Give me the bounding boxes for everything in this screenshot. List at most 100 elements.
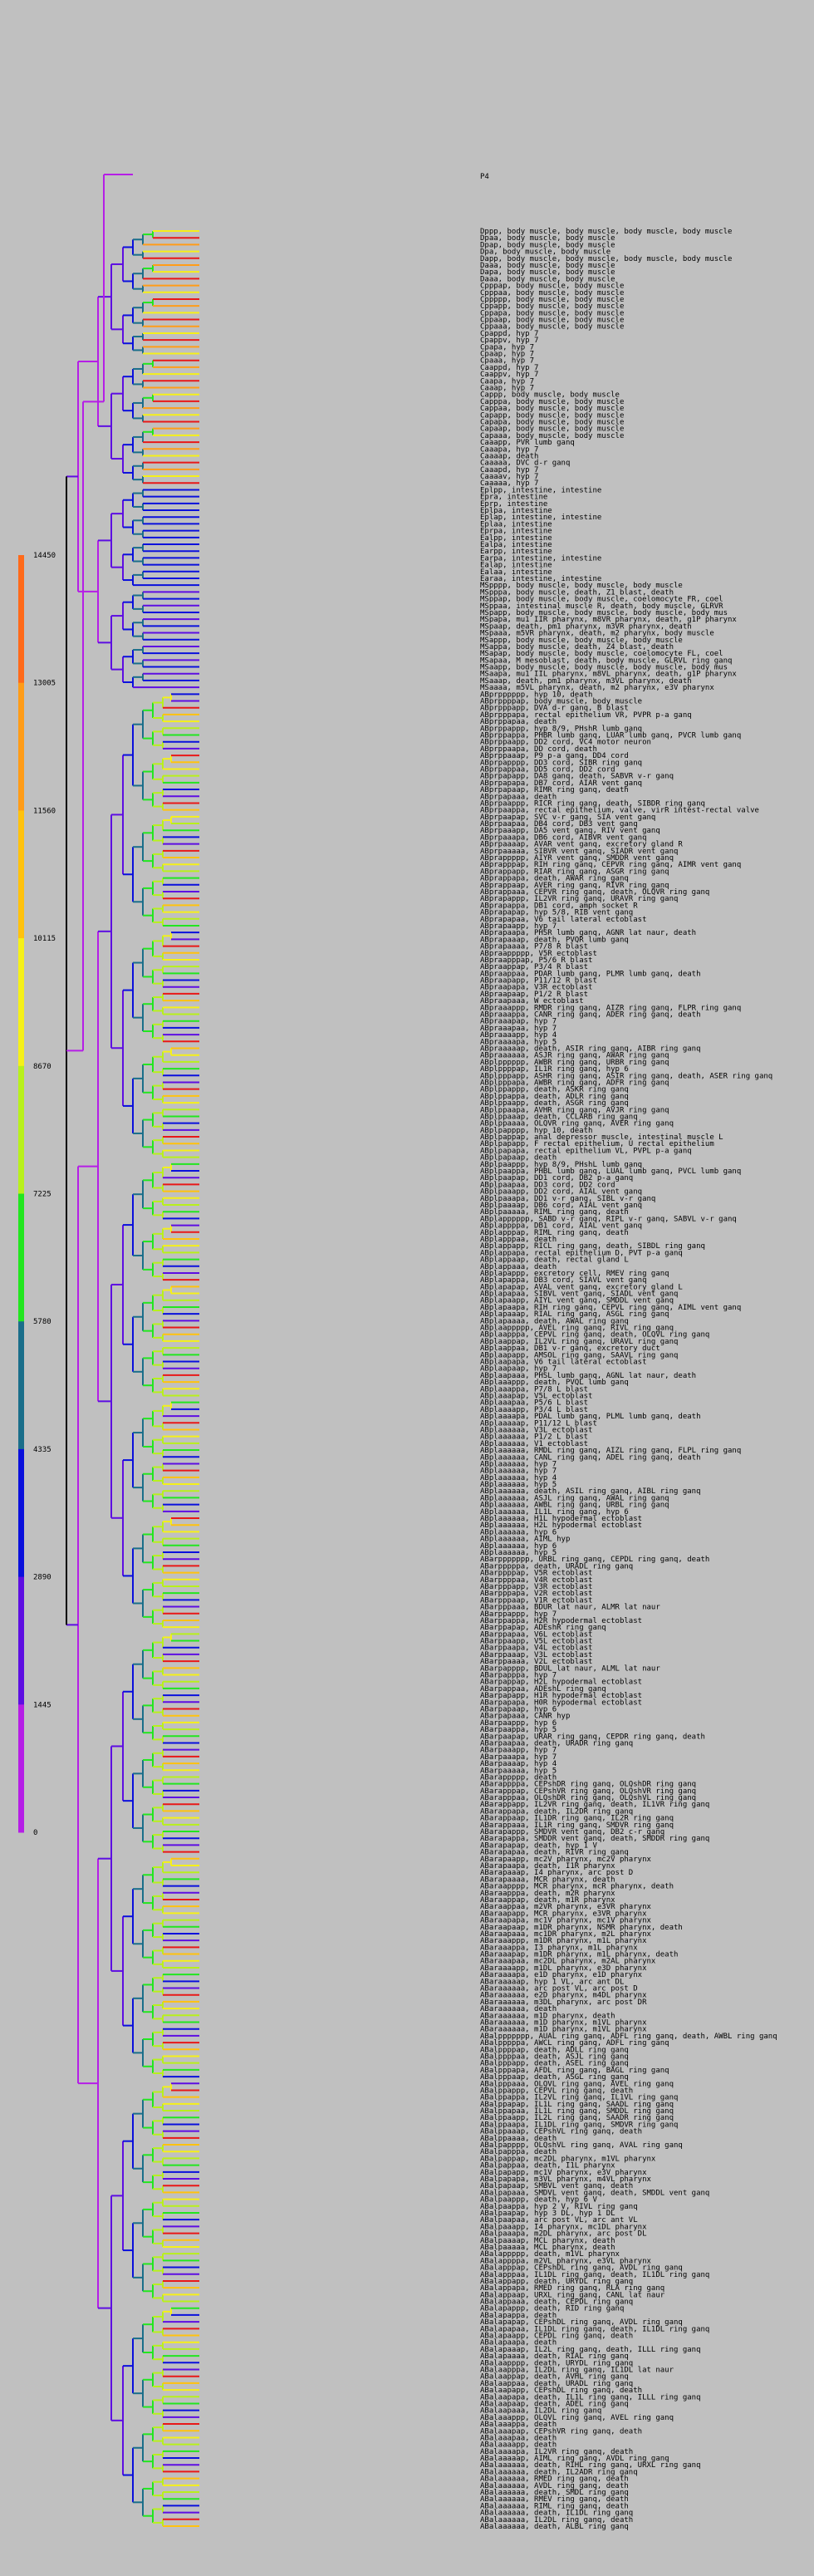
leaf-label: ABarppaapa, V4L ectoblast xyxy=(480,1644,592,1653)
leaf-label: ABplaaaaaa, H2L hypodermal ectoblast xyxy=(480,1522,642,1530)
leaf-label: ABplaaaaaa, hyp 5 xyxy=(480,1549,557,1557)
leaf-label: ABarppaapp, V5L ectoblast xyxy=(480,1638,592,1646)
leaf-label: ABprapappa, DB1 cord, amph socket R xyxy=(480,902,638,910)
leaf-label: Cappaa, body muscle, body muscle xyxy=(480,405,624,413)
leaf-label: ABplaaaaaa, H1L hypodermal ectoblast xyxy=(480,1515,642,1523)
leaf-label: ABprapppap, RIH ring ganq, CEPVR ring ga… xyxy=(480,861,741,869)
leaf-label: MSaapp, body muscle, body muscle, body m… xyxy=(480,664,728,672)
leaf-label: ABaraapppp, MCR pharynx, mcR pharynx, de… xyxy=(480,1883,674,1891)
leaf-label: Ealpa, intestine xyxy=(480,541,552,549)
leaf-label: Caaap, hyp 7 xyxy=(480,385,534,393)
leaf-label: ABprpapaap, RIMR ring ganq, death xyxy=(480,786,629,794)
leaf-label: ABplaaaapp, P3/4 L blast xyxy=(480,1406,588,1414)
leaf-label: ABalpaappp, death, hyp 6 V xyxy=(480,2196,597,2205)
leaf-label: ABplpaaapa, DD1 v-r ganq, SIBL v-r ganq xyxy=(480,1195,655,1203)
leaf-label: Cpappv, hyp 7 xyxy=(480,337,538,345)
leaf-label: ABalaaaaaa, RIML ring ganq, death xyxy=(480,2502,629,2510)
leaf-labels: Dppp, body muscle, body muscle, body mus… xyxy=(480,228,777,2531)
leaf-label: ABprpapppp, DD3 cord, SIBR ring ganq xyxy=(480,759,642,767)
leaf-label: ABpraappap, P3/4 R blast xyxy=(480,963,588,971)
leaf-label: Cppaaa, body muscle, body muscle xyxy=(480,323,624,332)
leaf-label: ABalaaapap, CEPshVR ring ganq, death xyxy=(480,2427,642,2436)
leaf-label: ABalappaap, URXL ring ganq, CANL lat nau… xyxy=(480,2291,665,2299)
leaf-label: ABplapaapa, RIH ring ganq, CEPVL ring ga… xyxy=(480,1304,741,1312)
leaf-label: Cpaaa, hyp 7 xyxy=(480,357,534,366)
leaf-label: ABalaappaa, death, URADL ring ganq xyxy=(480,2380,633,2388)
leaf-label: ABalapappp, death, RID ring ganq xyxy=(480,2305,624,2313)
leaf-label: ABprpaaapp, DA5 vent ganq, RIV vent ganq xyxy=(480,827,660,835)
leaf-label: ABalappppa, m2VL pharynx, e3VL pharynx xyxy=(480,2257,651,2265)
leaf-label: ABarapaapp, mc2V pharynx, mc2V pharynx xyxy=(480,1856,651,1864)
leaf-label: Caappd, hyp 7 xyxy=(480,364,538,372)
leaf-label: ABalappapa, RMED ring ganq, RLA ring gan… xyxy=(480,2284,664,2293)
leaf-label: ABalpppaap, death, ASGL ring ganq xyxy=(480,2073,629,2082)
leaf-label: Caappv, hyp 7 xyxy=(480,371,538,379)
leaf-label: ABplapappa, DB3 cord, SIAVL vent ganq xyxy=(480,1276,646,1285)
leaf-label: ABarpppppa, death, URADL ring ganq xyxy=(480,1562,633,1571)
leaf-label: Caaaaa, DVC d-r ganq xyxy=(480,460,570,468)
leaf-label: Ealaa, intestine xyxy=(480,568,552,577)
leaf-label: ABprapapaa, V6 tail lateral ectoblast xyxy=(480,916,646,924)
leaf-label: ABalapppap, CEPshDL ring ganq, AVDL ring… xyxy=(480,2264,683,2273)
leaf-label: ABplppaaap, death, CCLARB ring ganq xyxy=(480,1113,638,1121)
leaf-label: Cppppp, body muscle, body muscle xyxy=(480,296,624,304)
leaf-label: ABalppappa, IL2VL ring ganq, IL1VL ring … xyxy=(480,2094,678,2102)
leaf-label: Capapp, body muscle, body muscle xyxy=(480,411,624,420)
leaf-label: Eprp, intestine xyxy=(480,500,547,509)
leaf-label: ABaraapapa, mc1V pharynx, mc1V pharynx xyxy=(480,1917,651,1925)
leaf-label: ABarpapaaa, CANR hyp xyxy=(480,1713,570,1721)
leaf-label: MSpppa, body muscle, death, Z1 blast, de… xyxy=(480,588,674,597)
leaf-label: ABalppaaaa, death xyxy=(480,2135,557,2143)
leaf-label: Cppapa, body muscle, body muscle xyxy=(480,309,624,317)
leaf-label: ABprapaapa, PHSR lumb ganq, AGNR lat nau… xyxy=(480,929,696,937)
leaf-label: Cppapp, body muscle, body muscle xyxy=(480,302,624,311)
leaf-label: ABalpppaaa, OLQVL ring ganq, AVEL ring g… xyxy=(480,2080,674,2088)
leaf-label: ABplaaappa, P7/8 L blast xyxy=(480,1385,588,1394)
leaf-label: Cppaap, body muscle, body muscle xyxy=(480,317,624,325)
leaf-label: ABarappapa, death, IL2DR ring ganq xyxy=(480,1807,633,1816)
leaf-label: MSppaa, intestinal muscle R, death, body… xyxy=(480,602,723,611)
leaf-label: ABplpapapa, rectal epithelium VL, PVPL p… xyxy=(480,1147,692,1155)
leaf-label: Cpppap, body muscle, body muscle xyxy=(480,283,624,291)
leaf-label: ABalpaaaap, MCL pharynx, death xyxy=(480,2237,615,2245)
leaf-label: Earaa, intestine, intestine xyxy=(480,575,601,583)
leaf-label: ABplappaaa, death xyxy=(480,1263,557,1271)
leaf-label: ABaraaaapa, e1D pharynx, e1D pharynx xyxy=(480,1971,643,1979)
leaf-label: ABplappapa, rectal epithelium D, PVT p-a… xyxy=(480,1249,683,1257)
leaf-label: ABplpappap, anal depressor muscle, intes… xyxy=(480,1133,723,1142)
leaf-label: ABarppaaap, V3L ectoblast xyxy=(480,1651,592,1659)
leaf-label: ABalppapap, IL1L ring ganq, SAADL ring g… xyxy=(480,2101,674,2109)
leaf-label: ABarpappap, H2L hypodermal ectoblast xyxy=(480,1679,642,1687)
leaf-label: ABprppaapp, DD2 cord, VC4 motor neuron xyxy=(480,739,651,747)
leaf-label: ABarpaapaa, death, URADR ring ganq xyxy=(480,1739,633,1748)
leaf-label: ABprpaaapa, DB6 cord, AIBVR vent ganq xyxy=(480,833,646,842)
leaf-label: ABplaaaaaa, V1 ectoblast xyxy=(480,1440,588,1448)
leaf-label: ABarapaaap, I4 pharynx, arc post D xyxy=(480,1869,633,1877)
leaf-label: ABprpaappa, rectal epithelium, valve, vi… xyxy=(480,807,759,815)
legend-band xyxy=(18,1193,24,1322)
leaf-label: ABalaapapp, CEPshDL ring ganq, death xyxy=(480,2387,642,2395)
leaf-label: ABarpaappp, hyp 6 xyxy=(480,1719,557,1728)
leaf-label: ABplaappap, IL2VL ring ganq, URAVL ring … xyxy=(480,1338,678,1346)
leaf-label: ABprppaaap, P9 p-a ganq, DD4 cord xyxy=(480,752,629,760)
leaf-label: ABarpaaapa, hyp 7 xyxy=(480,1753,557,1762)
leaf-label: ABplapaaap, RIAL ring ganq, ASGL ring ga… xyxy=(480,1310,669,1319)
legend-tick-label: 7225 xyxy=(33,1191,51,1199)
leaf-label: ABalpaaaaa, MCL pharynx, death xyxy=(480,2244,615,2252)
leaf-label: ABplaaaaaa, hyp 4 xyxy=(480,1474,557,1482)
leaf-label: ABalpapapa, m3VL pharynx, m4VL pharynx xyxy=(480,2175,651,2184)
leaf-label: ABplappppa, DB1 cord, AIAL vent ganq xyxy=(480,1222,642,1231)
leaf-label: ABplaaaaaa, ASJL ring ganq, AWAL ring ga… xyxy=(480,1494,669,1502)
leaf-label: ABpraapaaa, W ectoblast xyxy=(480,997,584,1005)
leaf-label: ABplpppapp, ASHR ring ganq, ASIR ring ga… xyxy=(480,1072,772,1080)
leaf-label: ABprpapaaa, death xyxy=(480,793,557,801)
leaf-label: ABplaaaaaa, hyp 6 xyxy=(480,1528,557,1536)
leaf-label: ABplppappp, death, ASKR ring ganq xyxy=(480,1086,629,1094)
leaf-label: ABalaaaaaa, death, RIHL ring ganq, URXL … xyxy=(480,2461,701,2470)
leaf-label: ABplpapapp, F rectal epithelium, U recta… xyxy=(480,1140,714,1148)
leaf-label: ABalppapaa, IL1L ring ganq, SMDDL ring g… xyxy=(480,2107,674,2116)
leaf-label: ABplppaapp, death, ASGR ring ganq xyxy=(480,1099,629,1108)
leaf-label: ABplaaapap, V5L ectoblast xyxy=(480,1392,592,1400)
leaf-label: ABpraapaap, P1/2 R blast xyxy=(480,991,588,999)
